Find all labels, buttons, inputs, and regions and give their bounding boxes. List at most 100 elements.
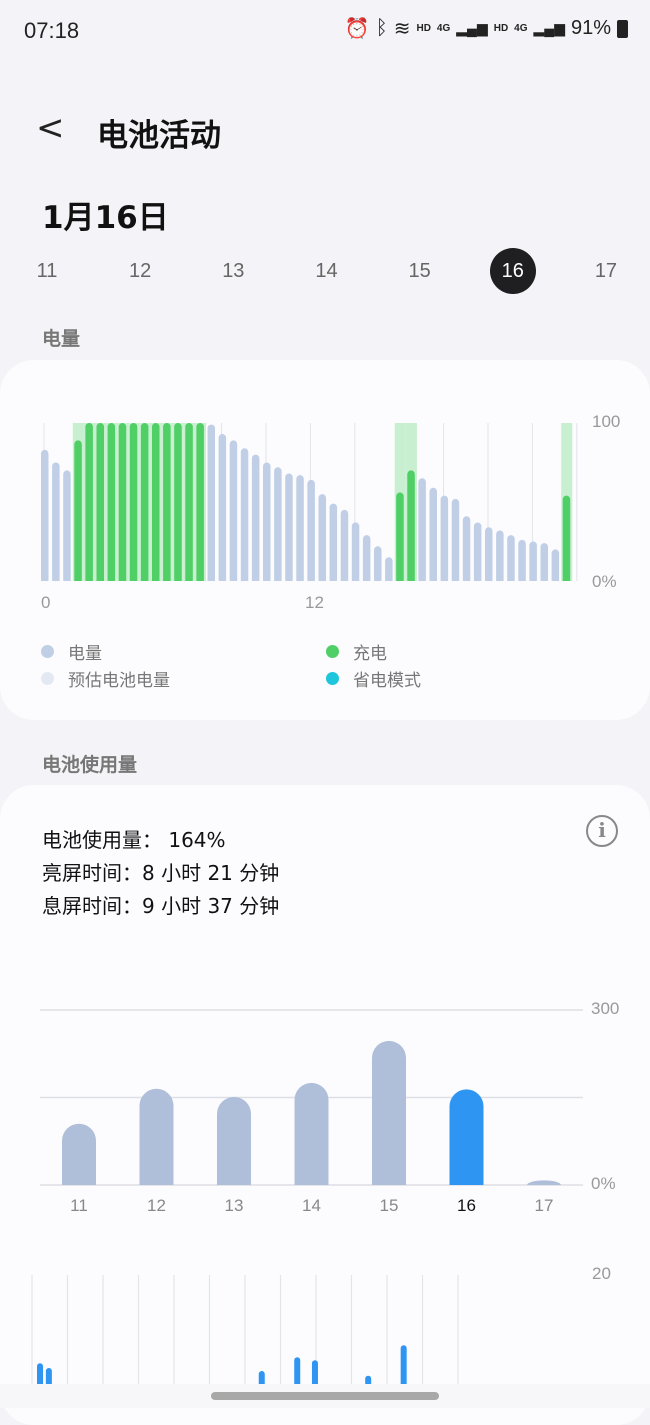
legend-label: 充电	[353, 644, 387, 664]
y-axis-top: 100	[592, 412, 621, 431]
legend-label: 省电模式	[353, 671, 421, 691]
level-bar	[207, 424, 215, 581]
y-axis-top: 300	[591, 999, 620, 1018]
daily-usage-chart: 11 12 13 14 15 16 17	[40, 1009, 583, 1215]
x-tick: 12	[305, 593, 324, 612]
alarm-icon: ⏰	[344, 18, 370, 40]
page-title: 电池活动	[97, 118, 221, 154]
hd-label: HD	[493, 23, 509, 34]
level-bar	[63, 470, 71, 581]
battery-level-chart	[41, 423, 578, 581]
day-selector: 11 12 13 14 15 16 17	[24, 248, 629, 294]
selected-date: 1月16日	[42, 200, 169, 236]
legend-estimated: 预估电池电量	[41, 666, 170, 691]
charging-bar	[96, 423, 104, 581]
level-bar	[518, 539, 526, 581]
signal-icon: ▂▄▆	[456, 20, 488, 36]
charging-bar	[118, 423, 127, 581]
y-axis-top: 20	[592, 1264, 611, 1283]
charging-bar	[107, 423, 116, 581]
section-title-level: 电量	[42, 328, 81, 350]
hourly-bar	[400, 1345, 407, 1384]
screen-on-time: 亮屏时间：8 小时 21 分钟	[42, 861, 280, 885]
hd-label: HD	[416, 23, 431, 34]
level-bar	[340, 509, 349, 581]
level-bar	[351, 522, 360, 581]
network-label: 4G	[514, 23, 528, 34]
info-icon[interactable]: i	[586, 815, 618, 847]
x-tick: 14	[302, 1196, 321, 1215]
hourly-bar	[45, 1368, 52, 1384]
hourly-bar	[365, 1375, 372, 1384]
level-bar	[52, 462, 60, 581]
level-bar	[451, 498, 460, 581]
x-tick: 13	[225, 1196, 244, 1215]
level-bar	[263, 462, 271, 581]
day-11[interactable]: 11	[36, 259, 58, 282]
level-bar	[251, 454, 260, 581]
level-bar	[296, 475, 304, 581]
legend-dot	[41, 672, 54, 685]
legend-dot	[326, 645, 339, 658]
usage-bar	[62, 1123, 96, 1185]
legend-label: 预估电池电量	[68, 671, 170, 691]
day-13[interactable]: 13	[222, 259, 245, 282]
level-bar	[240, 448, 249, 581]
x-tick: 16	[457, 1196, 476, 1215]
x-tick: 11	[70, 1196, 88, 1215]
hourly-bar	[311, 1360, 318, 1384]
hourly-bar	[294, 1357, 301, 1384]
home-handle[interactable]	[211, 1392, 439, 1400]
battery-percent: 91%	[570, 17, 611, 39]
level-bar	[540, 543, 548, 581]
usage-bar	[372, 1040, 406, 1185]
level-bar	[307, 479, 315, 581]
charging-bar	[152, 423, 160, 581]
charging-bar	[85, 423, 93, 581]
usage-bar	[139, 1088, 174, 1185]
x-tick: 12	[147, 1196, 166, 1215]
screen-off-time: 息屏时间：9 小时 37 分钟	[42, 894, 280, 918]
level-bar	[318, 494, 326, 581]
level-bar	[496, 530, 504, 581]
level-bar	[218, 434, 227, 581]
level-bar	[418, 478, 426, 581]
day-15[interactable]: 15	[408, 259, 431, 282]
day-17[interactable]: 17	[594, 259, 618, 282]
charging-bar	[163, 423, 171, 581]
battery-level-card: 100 0% 0 12 电量 充电 预估电池电量 省电模式	[0, 360, 650, 720]
charging-bar	[140, 423, 149, 581]
status-bar: 07:18 ⏰ ᛒ ≋ HD 4G ▂▄▆ HD 4G ▂▄▆ 91%	[0, 0, 650, 60]
legend-charging: 充电	[326, 639, 387, 664]
battery-icon	[617, 19, 628, 38]
level-bar	[473, 522, 482, 581]
level-bar	[462, 516, 471, 581]
level-bar	[274, 467, 282, 581]
section-title-usage: 电池使用量	[42, 754, 138, 776]
charging-bar	[129, 423, 138, 581]
usage-bar	[217, 1096, 251, 1185]
signal-icon: ▂▄▆	[533, 20, 565, 36]
legend-level: 电量	[41, 639, 102, 664]
charging-bar	[407, 470, 415, 581]
bluetooth-icon: ᛒ	[375, 17, 388, 39]
x-tick: 0	[41, 593, 51, 612]
day-16[interactable]: 16	[489, 248, 536, 294]
level-bar	[374, 546, 382, 581]
charging-bar	[74, 440, 82, 581]
day-12[interactable]: 12	[129, 259, 152, 282]
level-bar	[229, 440, 238, 581]
level-bar	[429, 487, 437, 581]
level-bar	[41, 449, 49, 581]
day-14[interactable]: 14	[315, 259, 338, 282]
y-axis-bottom: 0%	[591, 1174, 616, 1193]
charging-bar	[562, 495, 571, 581]
level-bar	[385, 557, 393, 581]
usage-total: 电池使用量： 164%	[42, 828, 226, 852]
legend-label: 电量	[68, 644, 102, 664]
back-button[interactable]: <	[36, 108, 65, 148]
legend-power-saving: 省电模式	[326, 666, 421, 691]
charging-bar	[174, 423, 182, 581]
wifi-icon: ≋	[393, 18, 411, 40]
charging-bar	[196, 423, 204, 581]
